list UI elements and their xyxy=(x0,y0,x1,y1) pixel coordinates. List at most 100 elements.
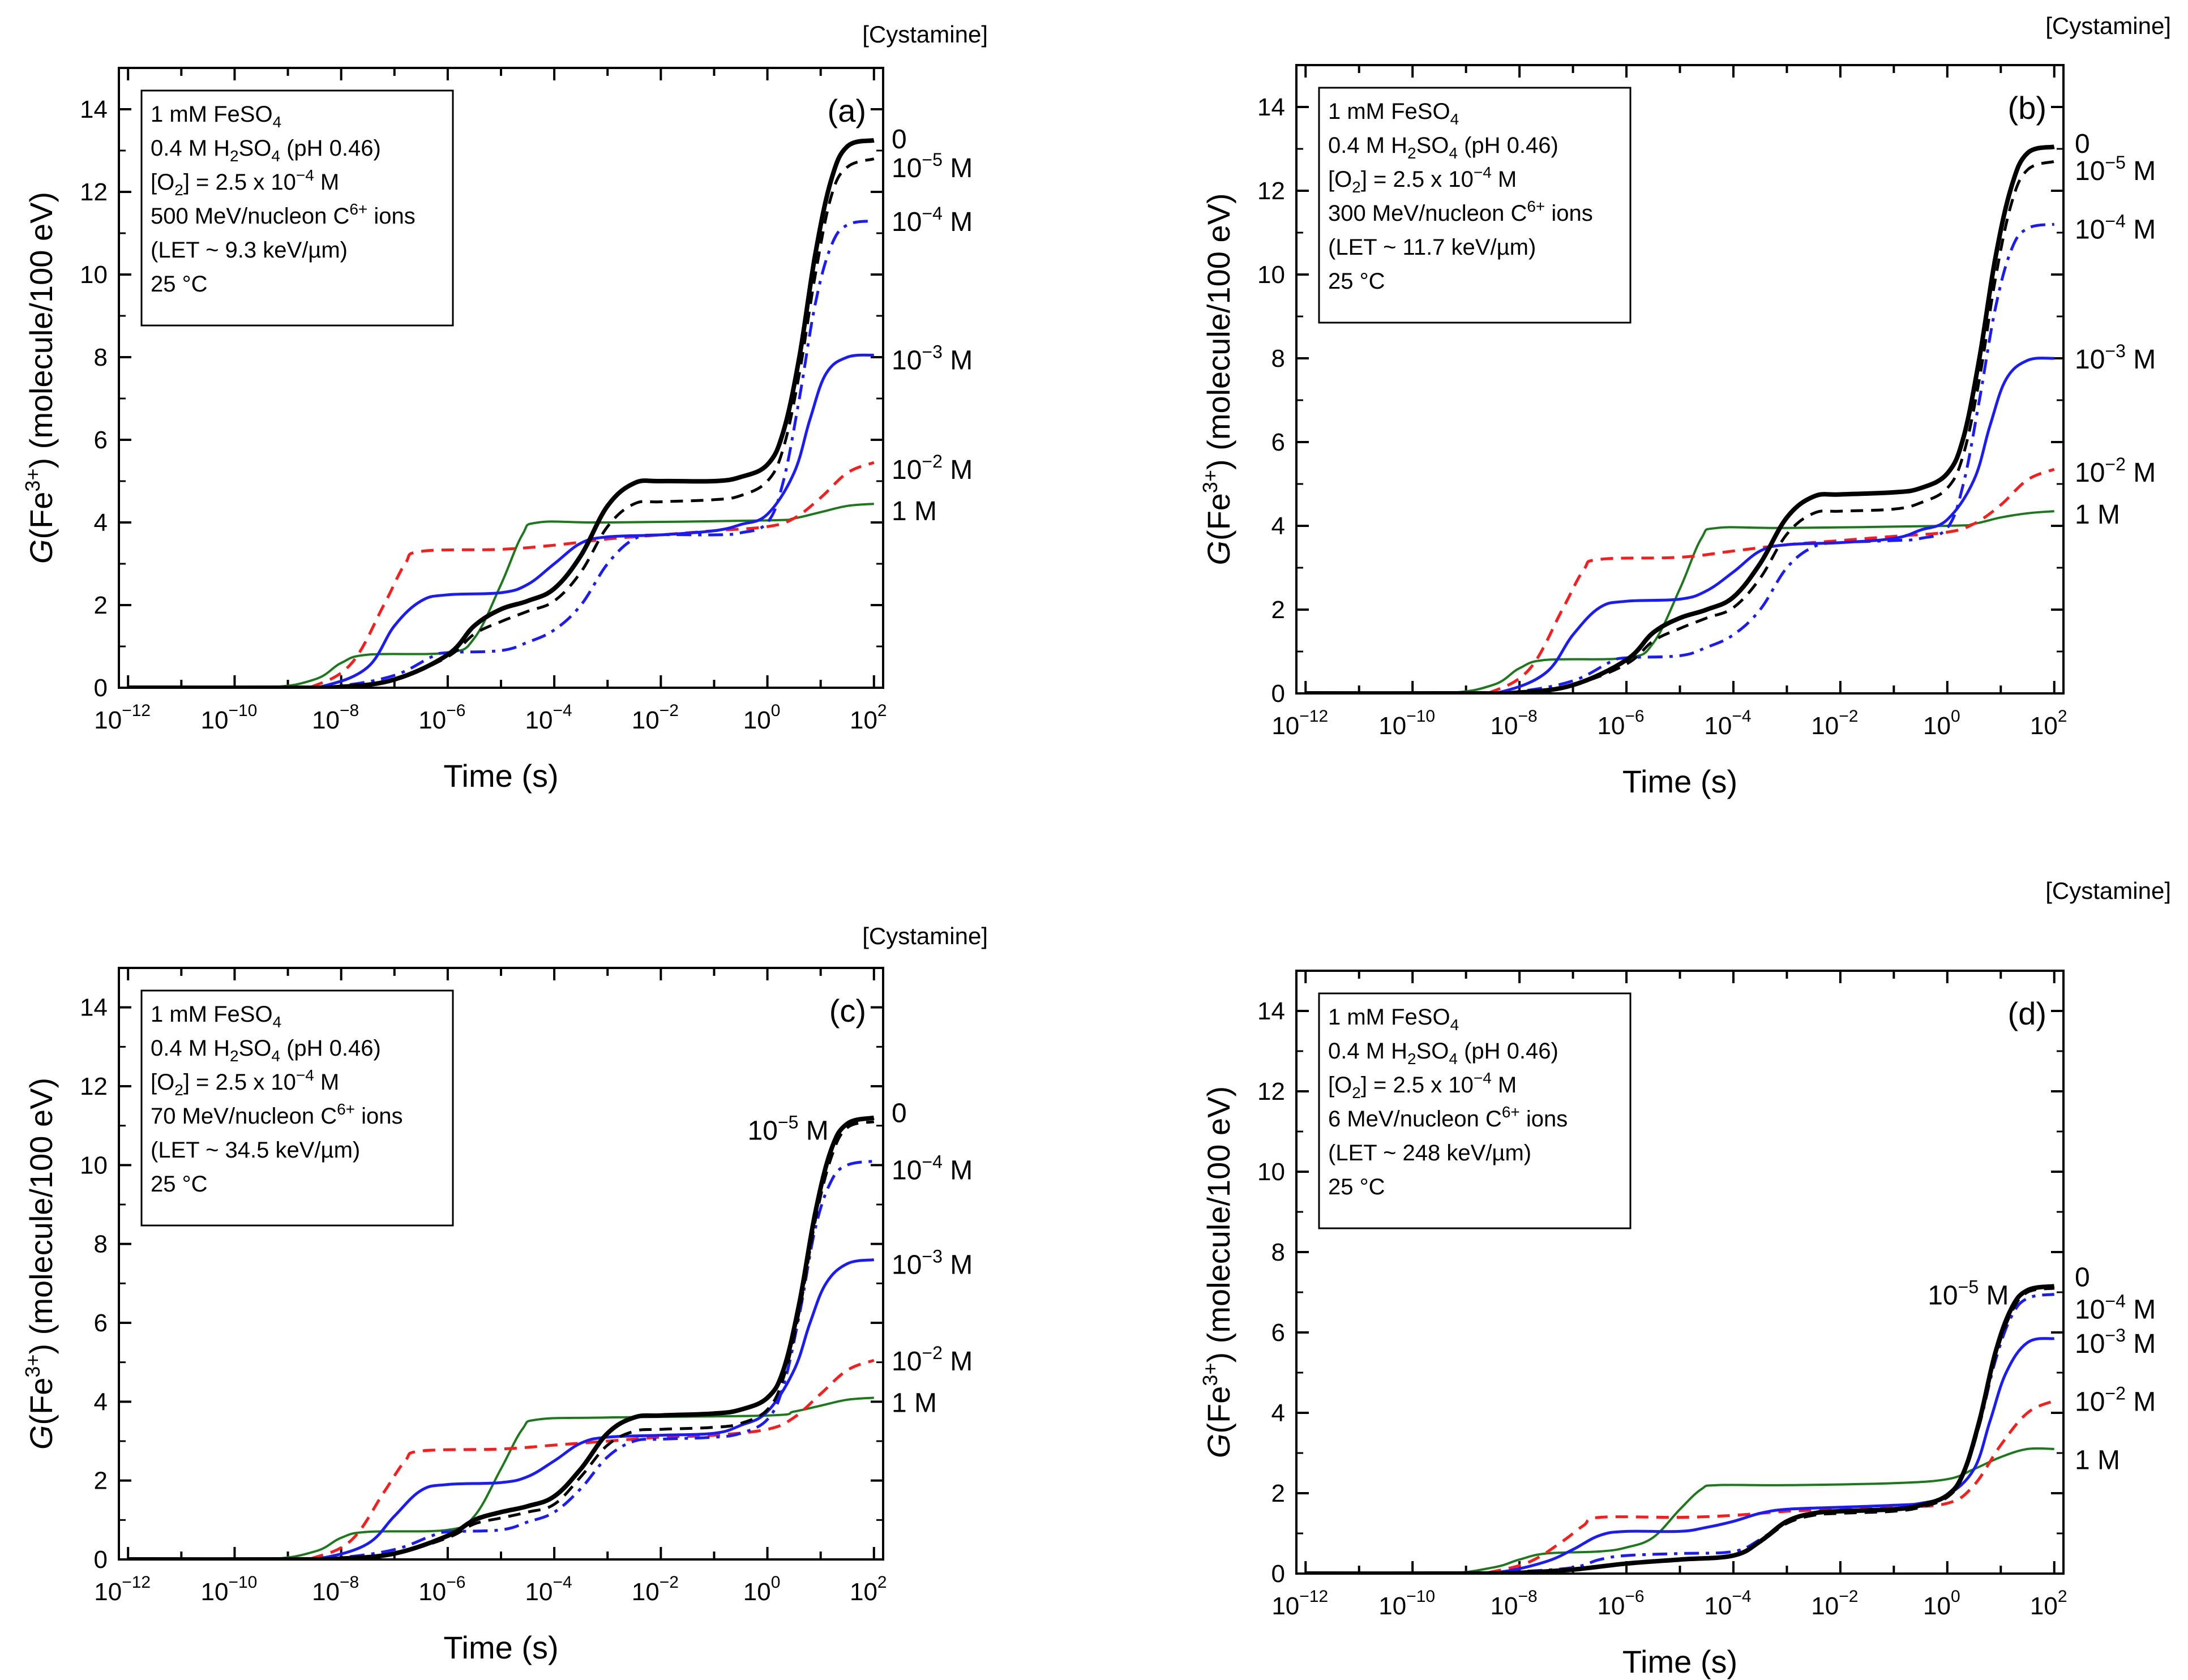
x-tick-label-d-2: 10−8 xyxy=(1491,1587,1538,1620)
x-tick-label-b-2: 10−8 xyxy=(1491,707,1538,740)
info-line-b-4: (LET ~ 11.7 keV/µm) xyxy=(1328,235,1536,260)
info-line-c-4: (LET ~ 34.5 keV/µm) xyxy=(151,1138,360,1163)
y-tick-label-a-10: 10 xyxy=(80,261,108,289)
series-line-b-10-3-m xyxy=(1305,357,2054,693)
series-line-a-10-5-m xyxy=(128,157,875,688)
series-line-d-10-2-m xyxy=(1305,1399,2055,1574)
conc-label-a-10-2-m: 10−2 M xyxy=(892,451,973,485)
y-axis-title-b: G(Fe3+) (molecule/100 eV) xyxy=(1198,193,1236,565)
info-line-a-4: (LET ~ 9.3 keV/µm) xyxy=(151,238,348,263)
y-tick-label-c-6: 6 xyxy=(94,1309,108,1337)
panel-letter-d: (d) xyxy=(2008,996,2046,1031)
y-tick-label-b-10: 10 xyxy=(1257,261,1285,289)
chart-panel-b: 0 2 4 6 8 10 12 14 10−12 10−10 10−8 10−6 10−4 10−2 100… xyxy=(1198,12,2171,799)
info-line-c-2: [O2] = 2.5 x 10−4 M xyxy=(151,1066,339,1099)
x-tick-label-a-7: 102 xyxy=(850,701,887,734)
series-line-c-10-2-m xyxy=(128,1358,875,1559)
y-tick-label-d-6: 6 xyxy=(1271,1319,1285,1347)
x-axis-title-c: Time (s) xyxy=(443,1630,558,1665)
conc-label-d-10-2-m: 10−2 M xyxy=(2075,1383,2156,1417)
conc-label-c-10-4-m: 10−4 M xyxy=(892,1151,973,1185)
x-tick-label-d-5: 10−2 xyxy=(1811,1587,1858,1620)
info-line-a-0: 1 mM FeSO4 xyxy=(151,102,281,131)
y-tick-label-a-0: 0 xyxy=(94,674,108,702)
y-tick-label-c-12: 12 xyxy=(80,1073,108,1100)
info-line-b-0: 1 mM FeSO4 xyxy=(1328,99,1459,128)
x-tick-label-b-7: 102 xyxy=(2030,707,2067,740)
series-line-c-0 xyxy=(128,1115,875,1559)
conc-label-b-10-2-m: 10−2 M xyxy=(2075,454,2156,488)
y-tick-label-c-10: 10 xyxy=(80,1151,108,1179)
series-line-d-0 xyxy=(1305,1284,2055,1574)
info-line-c-5: 25 °C xyxy=(151,1172,208,1197)
panel-letter-c: (c) xyxy=(829,993,866,1028)
x-tick-label-c-7: 102 xyxy=(850,1573,887,1606)
conc-label-a-10-3-m: 10−3 M xyxy=(892,342,973,376)
y-tick-label-d-4: 4 xyxy=(1271,1399,1285,1427)
x-tick-label-a-4: 10−4 xyxy=(525,701,572,734)
y-tick-label-d-2: 2 xyxy=(1271,1480,1285,1507)
y-tick-label-d-0: 0 xyxy=(1271,1560,1285,1588)
conc-label-d-10-3-m: 10−3 M xyxy=(2075,1325,2156,1359)
info-line-a-5: 25 °C xyxy=(151,272,208,297)
y-tick-label-a-2: 2 xyxy=(94,592,108,619)
chart-panel-a: 0 2 4 6 8 10 12 14 10−12 10−10 10−8 10−6 10−4 10−2 100… xyxy=(21,21,988,794)
y-tick-label-b-2: 2 xyxy=(1271,596,1285,624)
y-axis-title-a: G(Fe3+) (molecule/100 eV) xyxy=(21,192,59,564)
y-tick-label-c-14: 14 xyxy=(80,994,108,1022)
y-axis-title-c: G(Fe3+) (molecule/100 eV) xyxy=(21,1078,59,1450)
panel-letter-a: (a) xyxy=(828,93,866,128)
x-axis-title-a: Time (s) xyxy=(443,758,558,794)
x-tick-label-b-0: 10−12 xyxy=(1271,707,1328,740)
series-line-b-1-m xyxy=(1305,510,2054,693)
info-line-a-3: 500 MeV/nucleon C6+ ions xyxy=(151,200,416,229)
y-tick-label-b-0: 0 xyxy=(1271,680,1285,708)
conc-label-a-10-5-m: 10−5 M xyxy=(892,149,973,183)
x-tick-label-b-6: 100 xyxy=(1923,707,1960,740)
conc-label-d-10-4-m: 10−4 M xyxy=(2075,1291,2156,1325)
y-tick-label-c-2: 2 xyxy=(94,1467,108,1495)
info-line-d-5: 25 °C xyxy=(1328,1175,1385,1199)
series-line-a-10-4-m xyxy=(128,219,875,688)
y-tick-label-c-4: 4 xyxy=(94,1388,108,1416)
series-line-c-1-m xyxy=(128,1396,874,1559)
conc-label-b-1-m: 1 M xyxy=(2075,500,2120,530)
y-tick-label-a-6: 6 xyxy=(94,426,108,454)
panel-letter-b: (b) xyxy=(2008,90,2046,126)
x-axis-title-d: Time (s) xyxy=(1622,1644,1737,1679)
x-tick-label-a-3: 10−6 xyxy=(418,701,465,734)
x-tick-label-d-1: 10−10 xyxy=(1378,1587,1435,1620)
series-group-b xyxy=(1305,144,2055,693)
x-tick-label-d-0: 10−12 xyxy=(1271,1587,1328,1620)
y-axis-title-d: G(Fe3+) (molecule/100 eV) xyxy=(1198,1086,1236,1458)
y-tick-label-b-4: 4 xyxy=(1271,512,1285,540)
y-tick-label-d-8: 8 xyxy=(1271,1238,1285,1266)
x-tick-label-d-4: 10−4 xyxy=(1704,1587,1751,1620)
x-tick-label-c-6: 100 xyxy=(743,1573,781,1606)
info-line-d-1: 0.4 M H2SO4 (pH 0.46) xyxy=(1328,1039,1558,1068)
conc-label-c-1-m: 1 M xyxy=(892,1388,937,1418)
info-line-b-5: 25 °C xyxy=(1328,269,1385,294)
series-line-a-1-m xyxy=(128,503,874,688)
x-tick-label-b-4: 10−4 xyxy=(1704,707,1751,740)
info-box-d xyxy=(1318,992,1632,1229)
conc-label-b-10-3-m: 10−3 M xyxy=(2075,341,2156,375)
y-tick-label-d-12: 12 xyxy=(1257,1078,1285,1105)
conc-label-d-1-m: 1 M xyxy=(2075,1446,2120,1476)
x-tick-label-b-1: 10−10 xyxy=(1378,707,1435,740)
y-tick-label-a-4: 4 xyxy=(94,509,108,537)
conc-label-d-10-5-m: 10−5 M xyxy=(1928,1277,2009,1311)
cystamine-label-b: [Cystamine] xyxy=(2045,12,2171,39)
x-tick-label-c-3: 10−6 xyxy=(418,1573,465,1606)
series-line-b-10-2-m xyxy=(1305,468,2055,693)
conc-label-c-10-3-m: 10−3 M xyxy=(892,1246,973,1280)
y-tick-label-c-8: 8 xyxy=(94,1231,108,1258)
info-line-d-3: 6 MeV/nucleon C6+ ions xyxy=(1328,1103,1568,1132)
conc-label-b-10-4-m: 10−4 M xyxy=(2075,211,2156,245)
x-axis-title-b: Time (s) xyxy=(1622,764,1737,799)
info-box-c xyxy=(140,989,454,1227)
series-group-d xyxy=(1305,1284,2055,1574)
conc-label-a-1-m: 1 M xyxy=(892,496,937,526)
series-line-c-10-3-m xyxy=(128,1258,875,1559)
